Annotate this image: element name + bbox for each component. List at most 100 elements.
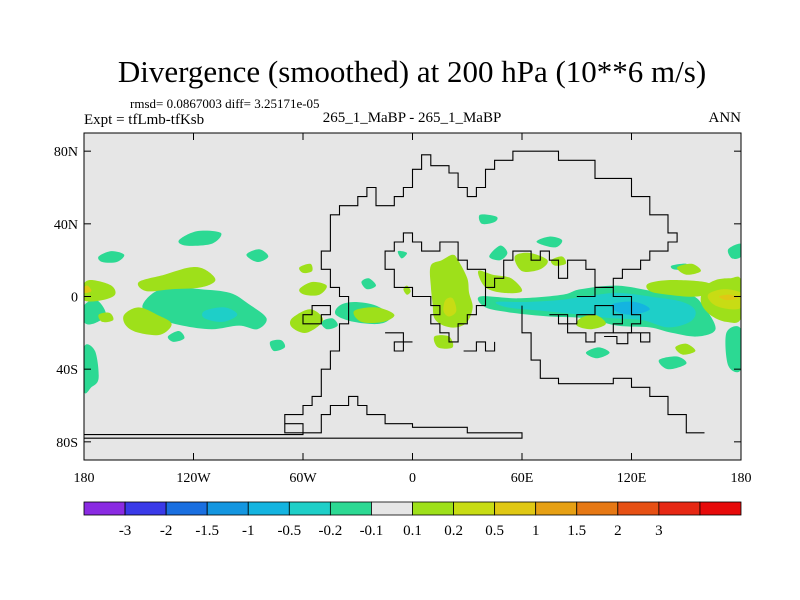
colorbar-label-7: 0.1 — [403, 523, 422, 539]
contour-region-36 — [433, 335, 454, 349]
x-tick-label-6: 180 — [731, 471, 752, 486]
colorbar-label-11: 1.5 — [567, 523, 586, 539]
contour-region-43 — [675, 343, 696, 355]
colorbar-swatch-9 — [453, 501, 496, 516]
chart-title: Divergence (smoothed) at 200 hPa (10**6 … — [118, 54, 706, 89]
contour-region-13 — [658, 356, 687, 370]
contour-region-23 — [611, 301, 650, 315]
season-label: ANN — [709, 110, 742, 126]
colorbar-swatch-6 — [329, 501, 372, 516]
contour-region-32 — [353, 307, 395, 324]
colorbar-label-4: -0.5 — [277, 523, 301, 539]
contour-region-15 — [725, 326, 741, 373]
contour-region-27 — [178, 271, 192, 279]
y-tick-label-4: 80S — [56, 436, 78, 451]
contour-region-25 — [98, 312, 114, 323]
contour-region-1 — [178, 230, 222, 246]
colorbar-label-6: -0.1 — [360, 523, 384, 539]
x-tick-label-3: 0 — [409, 471, 416, 486]
contour-region-14 — [84, 344, 99, 394]
x-tick-label-2: 60W — [289, 471, 317, 486]
colorbar: -3 -2 -1.5 -1 -0.5 -0.2 -0.1 0.1 0.2 0.5 1 1.5 2 3 — [83, 501, 742, 539]
stats-line: rmsd= 0.0867003 diff= 3.25171e-05 — [130, 96, 320, 111]
colorbar-swatch-7 — [371, 501, 413, 516]
colorbar-label-9: 0.5 — [485, 523, 504, 539]
colorbar-swatch-1 — [124, 501, 167, 516]
contour-region-35 — [443, 297, 457, 317]
colorbar-swatch-0 — [83, 501, 126, 516]
colorbar-swatch-11 — [535, 501, 578, 516]
contour-region-11 — [321, 318, 338, 330]
contour-region-20 — [361, 278, 377, 290]
colorbar-label-5: -0.2 — [319, 523, 343, 539]
contour-region-38 — [514, 252, 548, 272]
colorbar-label-2: -1.5 — [195, 523, 219, 539]
coastline-2 — [521, 305, 705, 434]
contour-region-4 — [478, 214, 498, 225]
colorbar-label-12: 2 — [614, 523, 622, 539]
contour-region-18 — [202, 307, 238, 322]
coastline-1 — [84, 395, 523, 439]
colorbar-swatch-2 — [165, 501, 208, 516]
contour-region-3 — [397, 250, 408, 259]
colorbar-swatch-10 — [494, 501, 537, 516]
contour-region-42 — [646, 280, 716, 297]
coastline-6 — [302, 305, 331, 325]
coastline-4 — [604, 332, 651, 345]
colorbar-swatch-13 — [617, 501, 660, 516]
x-tick-label-5: 120E — [617, 471, 647, 486]
x-tick-label-1: 120W — [176, 471, 211, 486]
contour-region-41 — [677, 263, 701, 275]
contour-region-5 — [489, 245, 508, 261]
colorbar-label-8: 0.2 — [444, 523, 463, 539]
colorbar-label-13: 3 — [655, 523, 663, 539]
contour-region-9 — [167, 330, 185, 342]
contour-region-22 — [495, 292, 696, 328]
colorbar-swatch-4 — [247, 501, 290, 516]
colorbar-swatch-12 — [576, 501, 619, 516]
contour-region-29 — [289, 309, 324, 334]
coastline-0 — [84, 150, 678, 436]
colorbar-swatch-8 — [412, 501, 454, 516]
continent-outline-layer — [84, 150, 705, 439]
contour-region-2 — [246, 249, 269, 263]
y-tick-label-2: 0 — [71, 291, 78, 306]
colorbar-label-3: -1 — [242, 523, 255, 539]
contour-region-28 — [123, 307, 172, 336]
contour-fill-layer — [84, 214, 741, 394]
colorbar-swatch-5 — [288, 501, 331, 516]
contour-region-31 — [299, 263, 313, 274]
contour-region-24 — [84, 280, 116, 302]
contour-region-40 — [576, 314, 606, 330]
colorbar-swatch-3 — [206, 501, 249, 516]
coastline-3 — [549, 305, 623, 343]
contour-region-46 — [84, 285, 92, 294]
contour-region-0 — [98, 251, 125, 263]
coastline-8 — [463, 341, 496, 352]
contour-region-17 — [142, 287, 267, 330]
contour-region-26 — [137, 266, 216, 292]
colorbar-swatch-15 — [699, 501, 742, 516]
contour-region-30 — [299, 281, 327, 296]
contour-region-10 — [269, 339, 286, 352]
case-label: 265_1_MaBP - 265_1_MaBP — [323, 110, 502, 126]
contour-region-12 — [585, 347, 610, 359]
y-axis-ticks: 80N 40N 0 40S 80S — [54, 145, 741, 451]
coastline-5 — [576, 286, 642, 334]
experiment-label: Expt = tfLmb-tfKsb — [84, 112, 204, 128]
contour-region-6 — [536, 236, 563, 248]
contour-region-34 — [429, 254, 473, 328]
x-tick-label-4: 60E — [511, 471, 534, 486]
colorbar-swatch-14 — [658, 501, 701, 516]
contour-region-8 — [727, 243, 741, 259]
y-tick-label-3: 40S — [56, 363, 78, 378]
contour-region-47 — [719, 294, 738, 301]
x-tick-label-0: 180 — [74, 471, 95, 486]
coastline-7 — [385, 332, 413, 352]
x-axis-ticks: 180 120W 60W 0 60E 120E 180 — [74, 133, 752, 486]
y-tick-label-1: 40N — [54, 218, 78, 233]
colorbar-label-0: -3 — [119, 523, 132, 539]
colorbar-label-1: -2 — [160, 523, 173, 539]
colorbar-label-10: 1 — [532, 523, 540, 539]
